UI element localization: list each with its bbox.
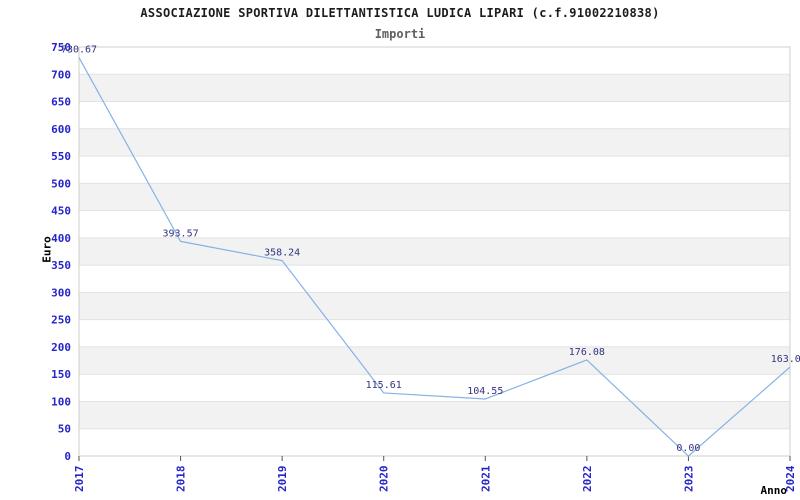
- series-line: [78, 57, 791, 457]
- x-tick-label: 2017: [73, 466, 86, 493]
- y-tick-label: 250: [51, 314, 71, 327]
- y-tick-label: 550: [51, 150, 71, 163]
- data-point-label: 730.67: [61, 45, 97, 56]
- data-point-label: 176.08: [569, 347, 605, 358]
- y-tick-label: 300: [51, 286, 71, 299]
- x-tick-label: 2022: [581, 466, 594, 493]
- chart-title: ASSOCIAZIONE SPORTIVA DILETTANTISTICA LU…: [140, 6, 660, 20]
- y-tick-label: 50: [58, 423, 71, 436]
- y-tick-label: 350: [51, 259, 71, 272]
- x-tick-label: 2024: [784, 465, 797, 492]
- grid-band: [79, 128, 790, 157]
- y-tick-label: 450: [51, 205, 71, 218]
- grid-band: [79, 346, 790, 375]
- x-tick-label: 2023: [682, 466, 695, 493]
- data-point-label: 358.24: [264, 248, 300, 259]
- data-point-label: 104.55: [467, 386, 503, 397]
- x-tick-label: 2018: [175, 466, 188, 493]
- x-tick-label: 2019: [276, 466, 289, 493]
- chart-subtitle: Importi: [374, 27, 426, 41]
- y-tick-label: 0: [64, 450, 71, 463]
- x-axis-title: Anno: [760, 484, 788, 497]
- y-tick-label: 500: [51, 177, 71, 190]
- data-point-label: 163.0: [771, 354, 800, 365]
- y-tick-label: 100: [51, 395, 71, 408]
- data-point-label: 393.57: [163, 228, 199, 239]
- data-point-label: 0.00: [676, 443, 700, 454]
- y-tick-label: 700: [51, 68, 71, 81]
- y-tick-label: 650: [51, 96, 71, 109]
- data-point-label: 115.61: [366, 380, 402, 391]
- grid-band: [79, 183, 790, 211]
- grid-band: [79, 237, 790, 266]
- grid-band: [79, 401, 790, 429]
- x-tick-label: 2021: [479, 465, 492, 492]
- y-tick-label: 150: [51, 368, 71, 381]
- grid-band: [79, 292, 790, 320]
- x-tick-label: 2020: [378, 466, 391, 493]
- y-tick-label: 750: [51, 41, 71, 54]
- grid-band: [79, 74, 790, 102]
- plot-border: [78, 46, 791, 457]
- y-tick-label: 400: [51, 232, 71, 245]
- y-tick-label: 600: [51, 123, 71, 136]
- y-tick-label: 200: [51, 341, 71, 354]
